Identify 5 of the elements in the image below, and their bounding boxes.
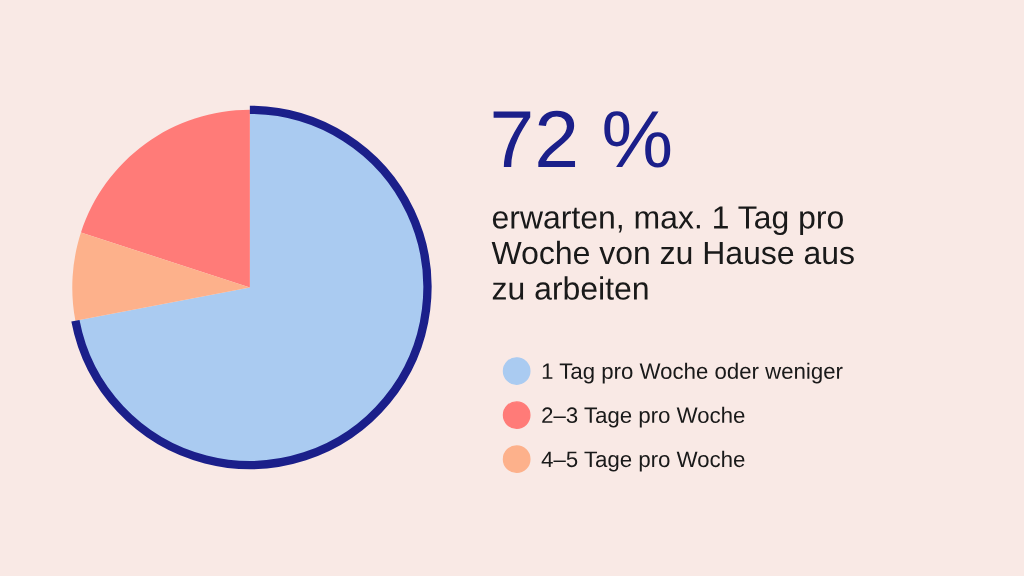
legend-label: 2–3 Tage pro Woche (542, 406, 745, 428)
text: 72 % (493, 110, 671, 168)
legend-label: 1 Tag pro Woche oder weniger (542, 362, 843, 384)
legend-label: 4–5 Tage pro Woche (541, 450, 745, 472)
text: erwarten, max. 1 Tag pro Woche von zu Hause aus zu arbeiten (491, 206, 854, 300)
